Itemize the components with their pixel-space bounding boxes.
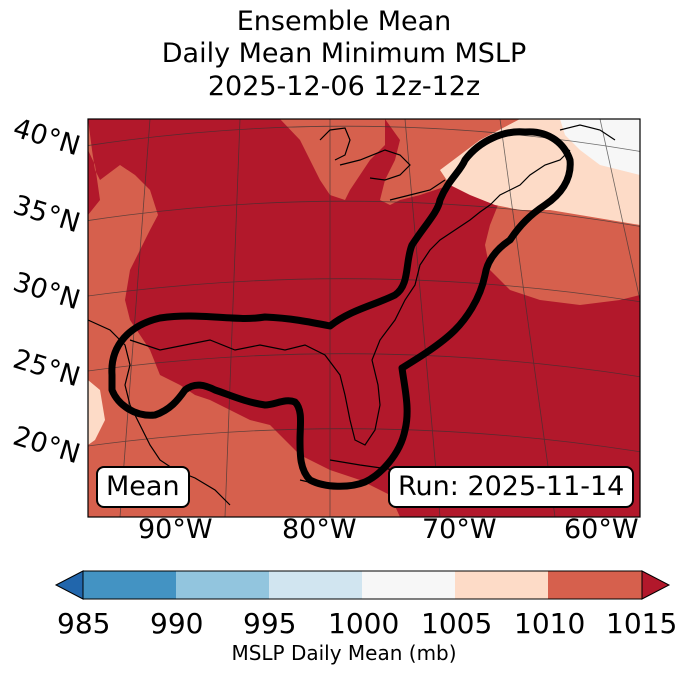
lon-label-80w: 80°W <box>282 514 357 545</box>
lon-label-70w: 70°W <box>422 514 497 545</box>
colorbar-segment-985-990 <box>83 571 176 599</box>
lon-label-90w: 90°W <box>138 514 213 545</box>
ensemble-contour <box>108 128 574 490</box>
colorbar-extend-low <box>54 570 84 600</box>
colorbar-segment-1010-1015 <box>548 571 642 599</box>
title-line-2: Daily Mean Minimum MSLP <box>161 38 527 69</box>
title-line-3: 2025-12-06 12z-12z <box>207 71 481 102</box>
pressure-field-1005-1010-north <box>280 119 385 200</box>
pressure-field-1000-1005-southwest <box>88 380 105 445</box>
map-frame <box>87 118 641 518</box>
colorbar <box>54 570 671 600</box>
colorbar-tick-985: 985 <box>57 607 111 640</box>
colorbar-tick-1015: 1015 <box>606 607 678 640</box>
colorbar-tick-1000: 1000 <box>328 607 400 640</box>
colorbar-tick-990: 990 <box>150 607 204 640</box>
colorbar-label: MSLP Daily Mean (mb) <box>231 641 457 665</box>
pressure-field-995-1000 <box>560 119 640 175</box>
colorbar-extend-high <box>641 570 671 600</box>
graticule <box>88 119 640 517</box>
title-line-1: Ensemble Mean <box>236 6 452 37</box>
mean-label-box: Mean <box>96 466 190 508</box>
colorbar-tick-1005: 1005 <box>421 607 493 640</box>
colorbar-tick-1010: 1010 <box>514 607 586 640</box>
lon-label-60w: 60°W <box>564 514 639 545</box>
colorbar-segment-1000-1005 <box>362 571 455 599</box>
colorbar-segment-990-995 <box>176 571 269 599</box>
pressure-field-1005-1010-west <box>88 119 400 517</box>
colorbar-segment-995-1000 <box>269 571 362 599</box>
map-area <box>88 119 640 517</box>
colorbar-tick-995: 995 <box>243 607 297 640</box>
run-label-box: Run: 2025-11-14 <box>388 466 635 508</box>
colorbar-segment-1005-1010 <box>455 571 548 599</box>
